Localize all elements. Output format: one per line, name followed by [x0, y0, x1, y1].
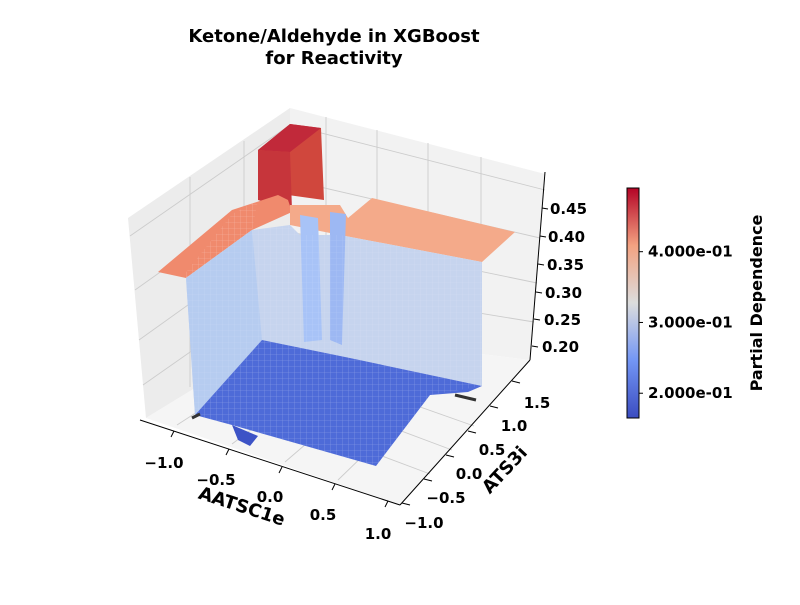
colorbar-gradient	[626, 187, 640, 419]
z-tick-mark	[541, 207, 549, 210]
z-tick-label: 0.20	[542, 338, 579, 356]
y-tick-mark	[511, 380, 521, 384]
colorbar-label: Partial Dependence	[747, 214, 766, 391]
x-tick-mark	[170, 430, 175, 438]
z-axis-line	[529, 171, 546, 361]
x-tick-mark	[384, 500, 389, 508]
x-tick-label: −1.0	[144, 454, 183, 472]
grid-line	[129, 124, 291, 237]
z-tick-mark	[539, 235, 547, 238]
x-tick-label: 0.0	[257, 488, 284, 506]
mid-plateau-mesh	[186, 225, 482, 415]
x-tick-mark	[225, 448, 230, 456]
z-tick-label: 0.40	[548, 228, 585, 246]
edge-artifact	[454, 393, 477, 402]
y-tick-label: −0.5	[426, 489, 465, 507]
y-tick-label: 1.0	[501, 417, 528, 435]
x-tick-label: 0.5	[310, 506, 337, 524]
edge-artifact	[191, 412, 201, 420]
z-tick-mark	[537, 263, 545, 266]
colorbar-tick-label: 3.000e-01	[648, 313, 733, 331]
colorbar-tick-label: 4.000e-01	[648, 243, 733, 261]
y-tick-mark	[401, 502, 411, 506]
chart-title-line-2: for Reactivity	[265, 48, 403, 69]
peak-top	[258, 124, 321, 152]
x-tick-label: 1.0	[365, 525, 392, 543]
plateau-mesh	[186, 200, 258, 278]
surface	[158, 124, 515, 466]
y-tick-label: 0.5	[479, 441, 506, 459]
z-tick-label: 0.25	[544, 311, 581, 329]
x-axis-line	[139, 419, 401, 506]
z-tick-label: 0.35	[547, 256, 584, 274]
colorbar-ticks: 2.000e-01 3.000e-01 4.000e-01	[639, 243, 733, 402]
y-tick-mark	[489, 405, 499, 409]
y-axis-line	[399, 359, 531, 506]
tick-marks	[170, 207, 549, 508]
colorbar-tick-label: 2.000e-01	[648, 384, 733, 402]
peak-left-wall	[258, 150, 292, 210]
axis-lines	[139, 171, 546, 506]
chart-title-line-1: Ketone/Aldehyde in XGBoost	[188, 26, 480, 47]
low-plateau-mesh	[195, 340, 482, 466]
y-tick-mark	[445, 454, 455, 458]
y-tick-mark	[423, 478, 433, 482]
y-tick-label: 1.5	[524, 394, 551, 412]
grid-line	[289, 124, 546, 191]
y-tick-label: 0.0	[456, 465, 483, 483]
z-tick-mark	[535, 291, 543, 294]
low-plateau-step	[232, 425, 258, 446]
x-tick-mark	[278, 466, 283, 474]
colorbar: 2.000e-01 3.000e-01 4.000e-01 Partial Depe…	[626, 187, 766, 419]
x-tick-mark	[331, 483, 336, 491]
x-tick-label: −0.5	[196, 471, 235, 489]
z-tick-label: 0.30	[545, 284, 582, 302]
y-tick-mark	[467, 430, 477, 434]
y-tick-label: −1.0	[404, 514, 443, 532]
z-tick-mark	[533, 318, 541, 321]
z-tick-label: 0.45	[550, 200, 587, 218]
high-y-plateau	[290, 198, 515, 262]
z-tick-mark	[531, 345, 539, 348]
